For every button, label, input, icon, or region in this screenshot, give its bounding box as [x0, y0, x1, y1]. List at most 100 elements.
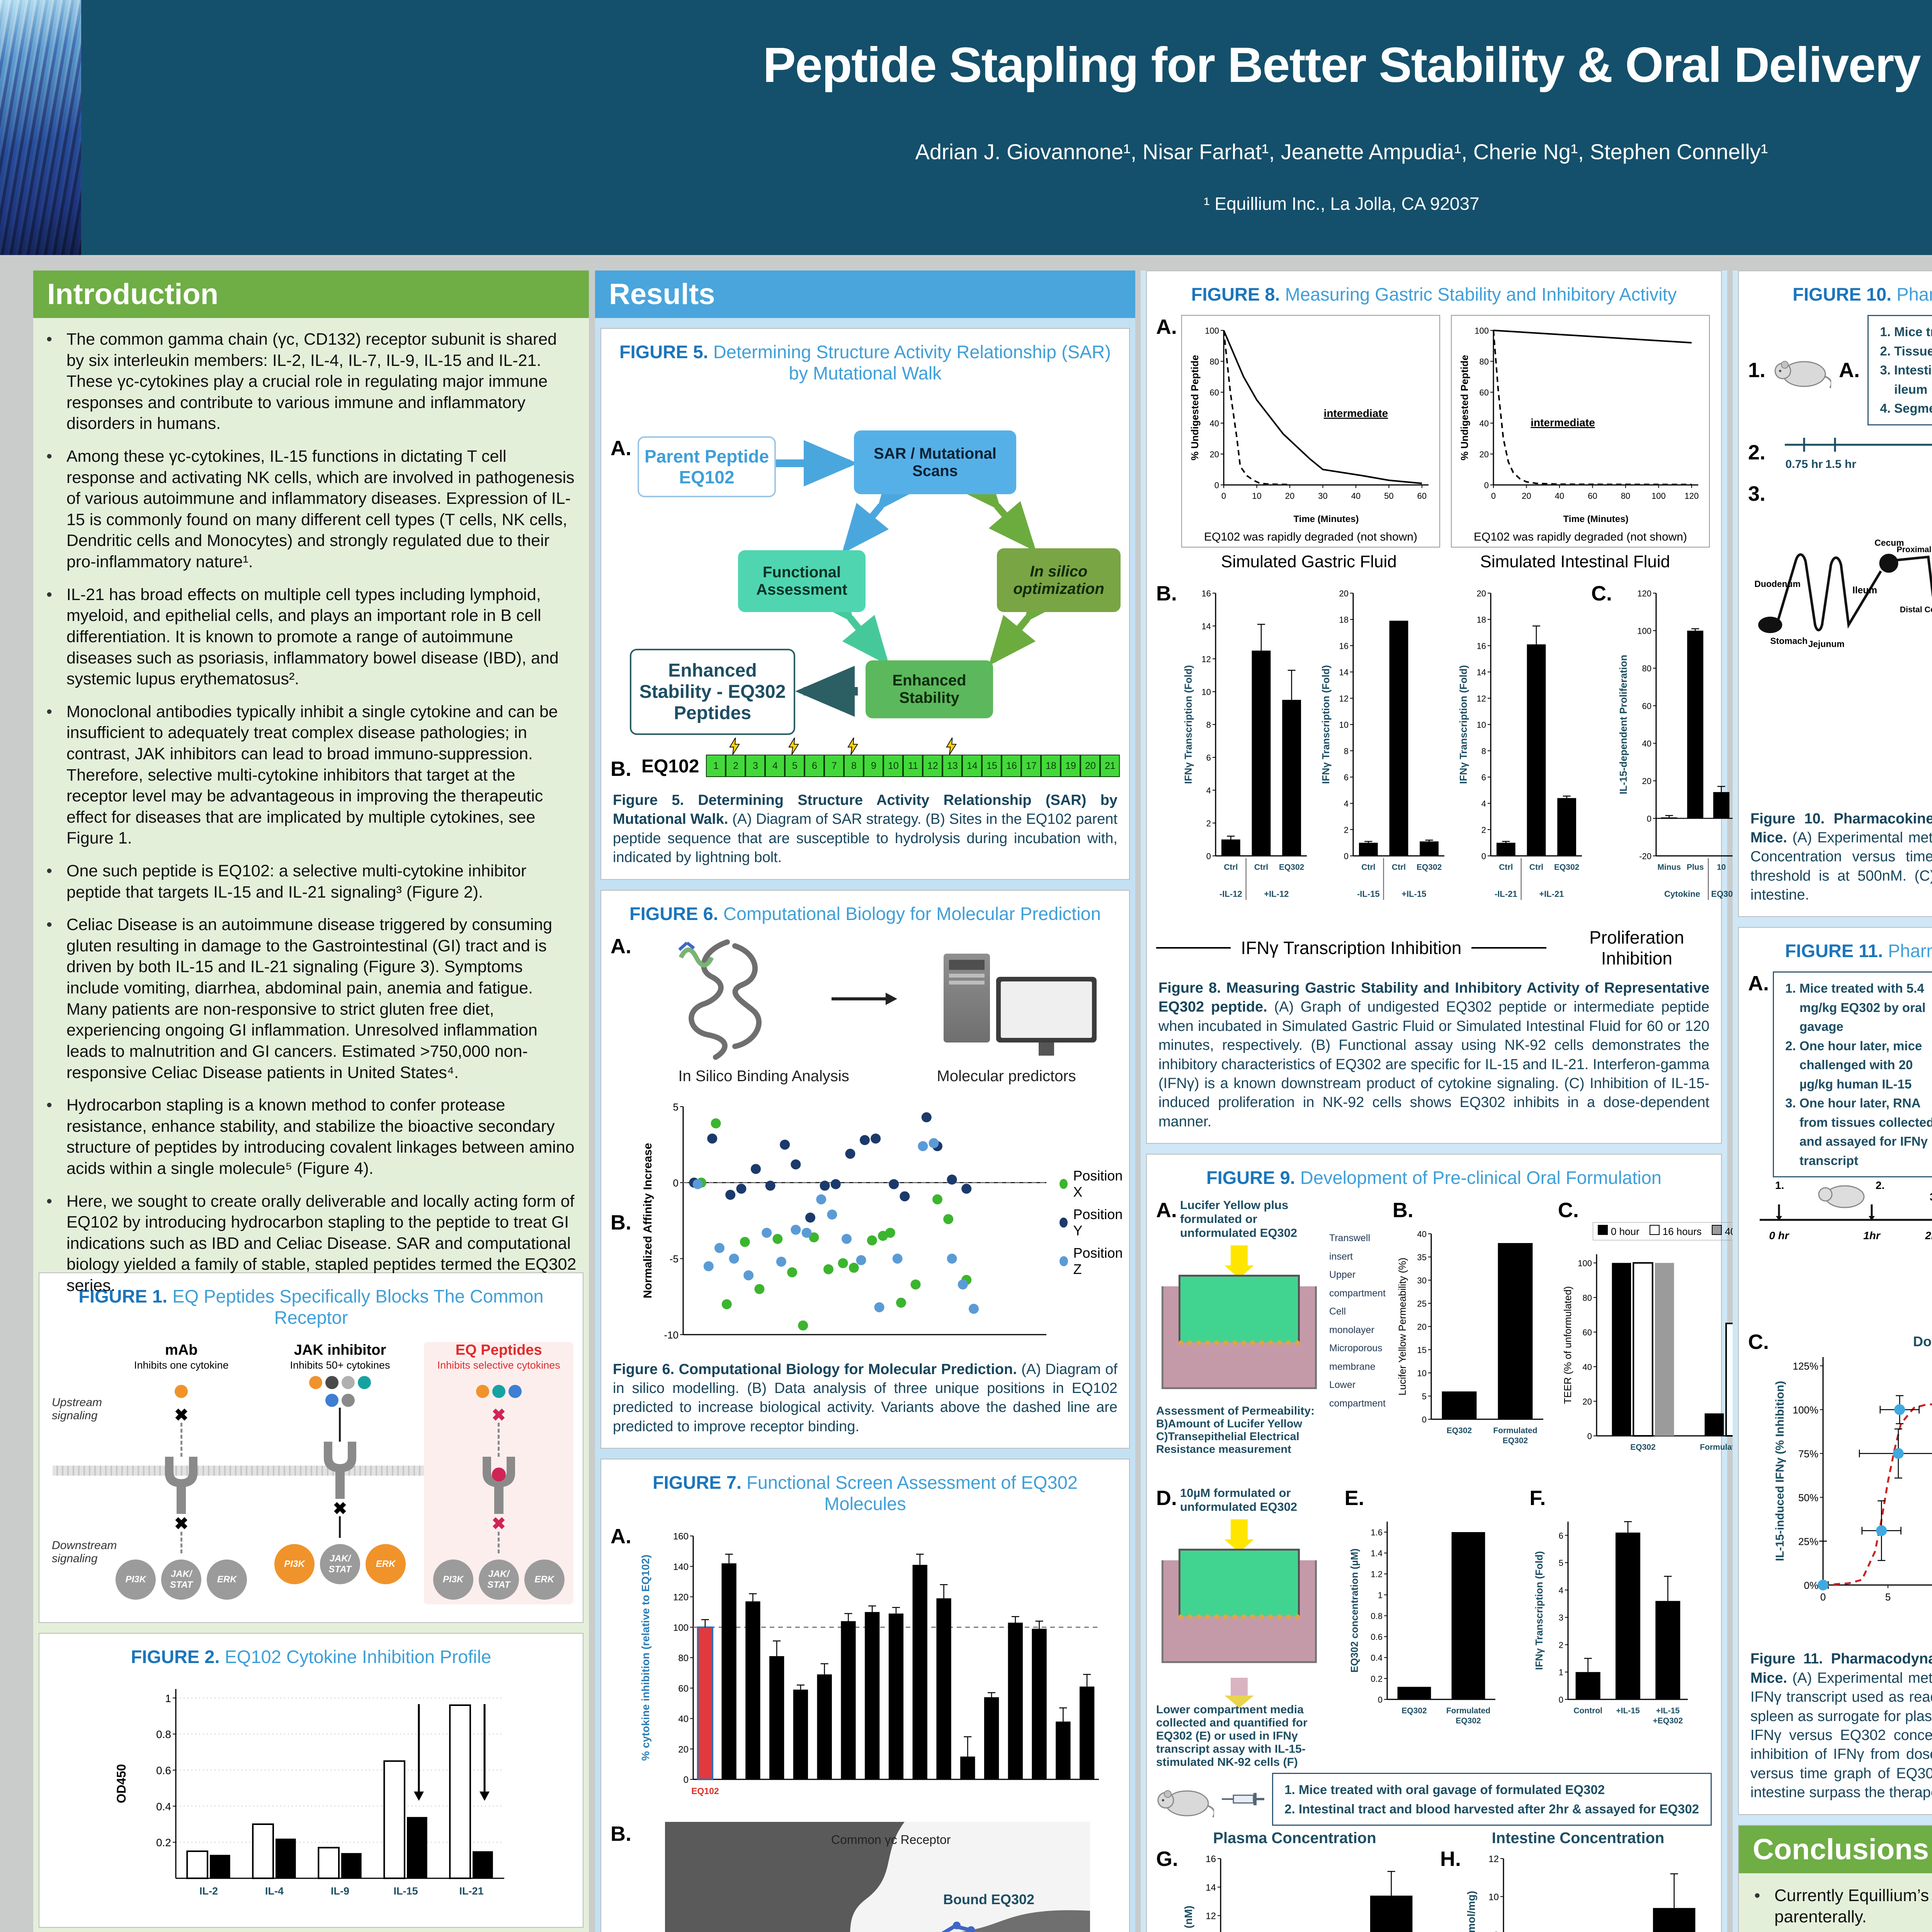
pd-step-2: One hour later, mice challenged with 20 … — [1799, 1036, 1932, 1094]
jak-subtitle: Inhibits 50+ cytokines — [290, 1359, 390, 1371]
figure-11-caption: (A) Experimental methods of determining … — [1750, 1670, 1932, 1801]
pd-step-1: Mice treated with 5.4 mg/kg EQ302 by ora… — [1799, 979, 1932, 1036]
sequence-position-11: 11 — [903, 755, 923, 777]
signal-arrow — [339, 1407, 341, 1442]
svg-text:6: 6 — [1559, 1531, 1563, 1541]
block-x-icon: ✖ — [492, 1514, 506, 1534]
sequence-position-1: 1 — [706, 755, 726, 777]
svg-text:160: 160 — [673, 1531, 689, 1542]
svg-text:+IL-21: +IL-21 — [1539, 889, 1564, 899]
intro-bullet: Hydrocarbon stapling is a known method t… — [46, 1095, 577, 1179]
ribbon-protein — [658, 934, 785, 1064]
svg-text:% cytokine inhibition (relativ: % cytokine inhibition (relative to EQ102… — [639, 1554, 651, 1761]
poster-affiliation: ¹ Equillium Inc., La Jolla, CA 92037 — [1204, 194, 1480, 214]
svg-text:5: 5 — [1559, 1558, 1563, 1568]
mouse-icon — [1157, 1790, 1214, 1818]
svg-text:20: 20 — [678, 1744, 689, 1755]
svg-text:IL-15-induced IFNγ (% Inhibiti: IL-15-induced IFNγ (% Inhibition) — [1774, 1381, 1786, 1561]
pd-steps-box: Mice treated with 5.4 mg/kg EQ302 by ora… — [1773, 971, 1932, 1178]
svg-text:0: 0 — [1422, 1415, 1427, 1425]
hydrolysis-bolt-icon — [846, 737, 859, 757]
svg-text:Plus: Plus — [1687, 863, 1704, 872]
upper-compartment — [1179, 1275, 1300, 1343]
svg-text:IL-9: IL-9 — [331, 1885, 349, 1897]
svg-text:120: 120 — [673, 1592, 689, 1603]
block-x-icon: ✖ — [174, 1514, 189, 1534]
sif-chart: 0 20 40 60 80 100 % Undigested Peptide 0 20 40 60 8… — [1455, 319, 1706, 527]
legend-40hours-swatch — [1711, 1225, 1722, 1235]
svg-text:0: 0 — [1214, 480, 1219, 490]
sequence-position-2: 2 — [726, 737, 746, 777]
svg-text:60: 60 — [1210, 388, 1219, 397]
svg-text:20: 20 — [1417, 1322, 1426, 1332]
figure-6-caption-bold: Figure 6. Computational Biology for Mole… — [613, 1361, 1017, 1378]
position-y-label: Position Y — [1073, 1206, 1123, 1238]
svg-text:Formulated: Formulated — [1493, 1426, 1537, 1435]
hydrolysis-bolt-icon — [787, 737, 800, 757]
svg-text:0: 0 — [1344, 851, 1349, 861]
eq-title: EQ Peptides — [455, 1342, 542, 1358]
pk-step-4: Segments assayed for the presence of EQ3… — [1894, 399, 1932, 418]
upper-compartment-label: Upper compartment — [1329, 1269, 1386, 1299]
figure-5-panel: FIGURE 5. Determining Structure Activity… — [600, 328, 1130, 880]
figure-2-label: FIGURE 2. — [131, 1646, 220, 1667]
sequence-position-3: 3 — [745, 755, 765, 777]
svg-text:1: 1 — [1378, 1590, 1382, 1600]
enhanced-stability-label: Enhanced Stability — [892, 672, 966, 706]
panel-a-label: A. — [1748, 972, 1769, 995]
panel-b-label: B. — [1156, 582, 1177, 605]
mab-column: mAb Inhibits one cytokine ✖ ✖ PI3K JAK/ … — [107, 1342, 256, 1604]
cytokine-dots — [301, 1375, 379, 1408]
conclusions-panel: Conclusions Currently Equillium’s peptid… — [1738, 1825, 1932, 1932]
svg-text:0: 0 — [673, 1177, 679, 1189]
svg-text:20: 20 — [1339, 588, 1349, 598]
functional-assessment-box: Functional Assessment — [738, 550, 866, 612]
svg-text:+EQ302: +EQ302 — [1653, 1716, 1683, 1725]
svg-text:80: 80 — [678, 1653, 689, 1663]
figure-8-title: Measuring Gastric Stability and Inhibito… — [1285, 284, 1677, 304]
assessment-title: Assessment of Permeability: — [1156, 1405, 1315, 1418]
sequence-position-17: 17 — [1021, 755, 1041, 777]
svg-text:5: 5 — [1422, 1392, 1427, 1401]
position-z-swatch — [1060, 1256, 1068, 1266]
panel-a-label: A. — [611, 437, 631, 460]
svg-text:Ctrl: Ctrl — [1361, 863, 1375, 872]
sequence-position-10: 10 — [883, 755, 903, 777]
svg-text:4: 4 — [1481, 799, 1486, 808]
sequence-position-9: 9 — [864, 755, 884, 777]
svg-text:6: 6 — [1344, 772, 1349, 782]
figure-11-panel: FIGURE 11. Pharmacodynamics of EQ302 in … — [1738, 927, 1932, 1815]
receptor-icon — [323, 1441, 356, 1499]
eq302-result-box: Enhanced Stability - EQ302 Peptides — [630, 649, 795, 735]
svg-text:12: 12 — [1339, 694, 1349, 703]
svg-text:TEER (% of unformulated): TEER (% of unformulated) — [1562, 1286, 1573, 1404]
svg-text:10: 10 — [1488, 1892, 1499, 1903]
figure-10-caption-bold: Figure 10. Pharmacokinetics of Represent… — [1750, 810, 1932, 846]
lucifer-permeability-chart: 0 5 10 15 20 25 30 35 40 Lucifer Yellow Permeabil… — [1393, 1222, 1551, 1469]
receptor-surface-icon — [665, 1822, 1090, 1932]
figure-2-chart: 0.2 0.4 0.6 0.8 1 OD450 IL-2 IL-4 IL-9 IL-15 IL-21 — [110, 1677, 512, 1917]
panel-a-label: A. — [1156, 315, 1177, 338]
sar-cycle-diagram: A. Parent Peptide EQ102 SAR / Mutational… — [611, 394, 1124, 753]
svg-text:+IL-15: +IL-15 — [1656, 1706, 1680, 1715]
erk-node: ERK — [207, 1559, 247, 1600]
figure-6-panel: FIGURE 6. Computational Biology for Mole… — [600, 889, 1130, 1449]
receptor-icon-with-peptide — [482, 1457, 515, 1514]
figure-6-legend: Position X Position Y Position Z — [1060, 1168, 1124, 1277]
svg-text:Minus: Minus — [1657, 863, 1681, 872]
svg-text:20: 20 — [1480, 449, 1489, 459]
collection-arrow — [1225, 1678, 1254, 1708]
svg-text:20: 20 — [1210, 449, 1219, 459]
svg-text:2: 2 — [1206, 818, 1211, 828]
svg-text:0.8: 0.8 — [1371, 1611, 1383, 1621]
upper-compartment — [1179, 1549, 1300, 1617]
panel-a-label: A. — [1839, 358, 1860, 382]
panel-e-label: E. — [1344, 1486, 1364, 1510]
receptor-label: Common γc Receptor — [831, 1833, 951, 1847]
eq-subtitle: Inhibits selective cytokines — [437, 1359, 560, 1371]
svg-text:100: 100 — [1578, 1259, 1592, 1268]
svg-text:100: 100 — [1475, 326, 1489, 335]
svg-text:5: 5 — [1885, 1591, 1891, 1603]
intro-bullet: Among these γc-cytokines, IL-15 function… — [46, 446, 577, 573]
panel-f-label: F. — [1529, 1486, 1546, 1510]
